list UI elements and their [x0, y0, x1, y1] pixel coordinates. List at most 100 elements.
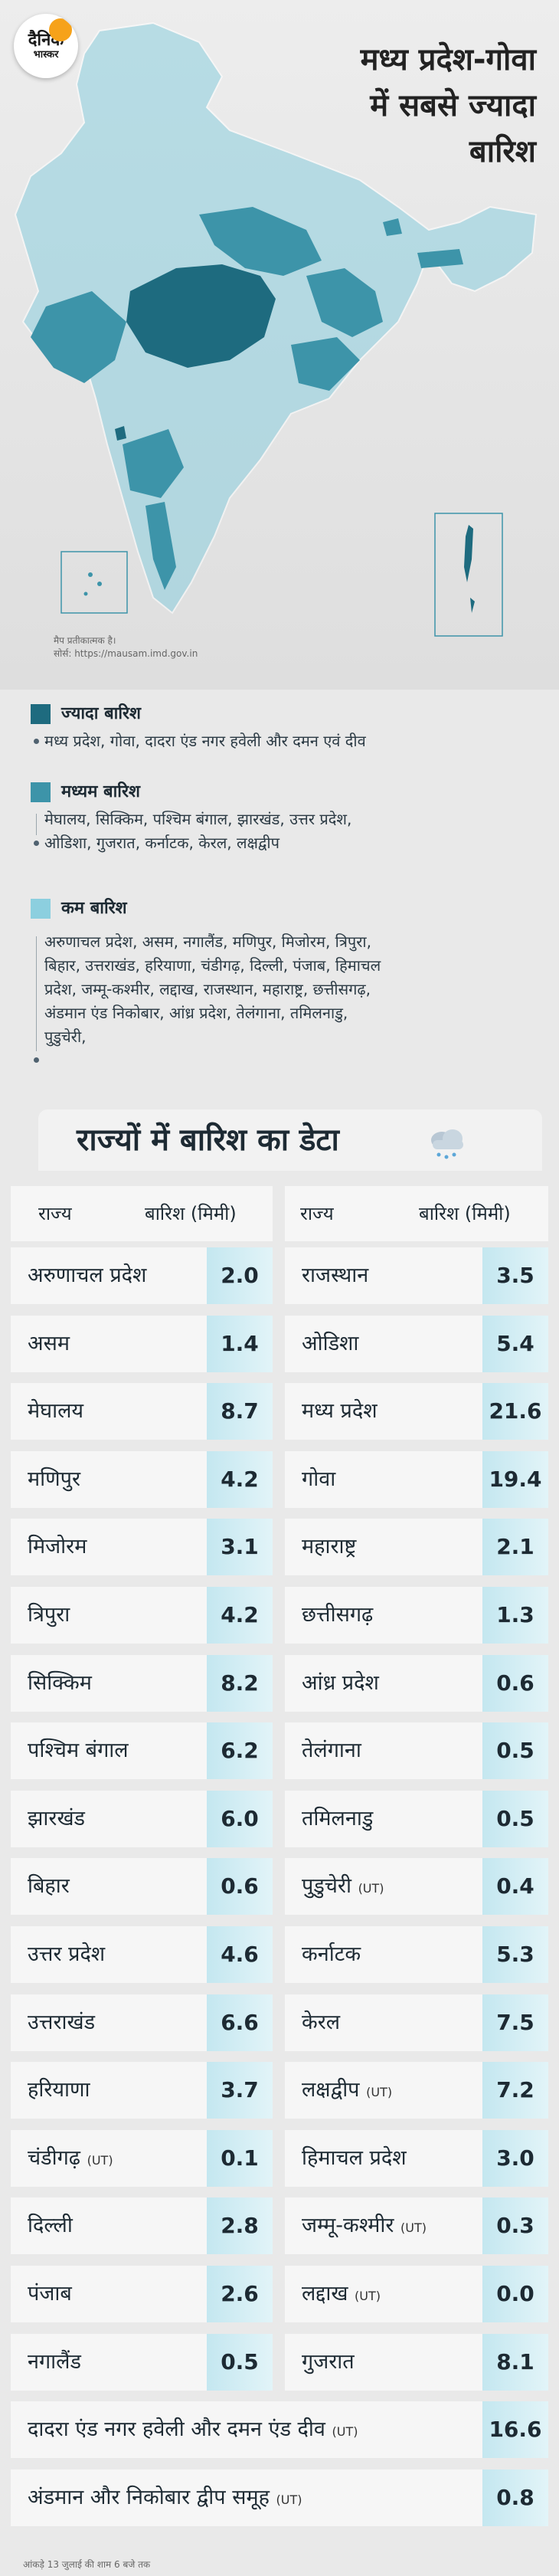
logo-line2: भास्कर [33, 49, 59, 61]
headline-line1: मध्य प्रदेश-गोवा [360, 42, 536, 77]
rain-cloud-icon [431, 1129, 463, 1159]
rainfall-value: 2.0 [207, 1247, 273, 1304]
swatch-medium [31, 782, 51, 802]
legend-text-high: मध्य प्रदेश, गोवा, दादरा एंड नगर हवेली औ… [44, 732, 366, 750]
table-row: बिहार 0.6 [11, 1858, 273, 1916]
region-meghalaya [417, 249, 463, 268]
rainfall-value: 4.2 [207, 1450, 273, 1508]
state-name: अंडमान और निकोबार द्वीप समूह (UT) [28, 2469, 302, 2528]
region-gujarat [31, 291, 126, 383]
region-odisha [291, 337, 360, 391]
state-name-text: उत्तर प्रदेश [28, 1942, 106, 1966]
state-name-text: पश्चिम बंगाल [28, 1739, 129, 1763]
col-state-header: राज्य [38, 1203, 72, 1224]
state-name-text: अरुणाचल प्रदेश [28, 1263, 147, 1287]
state-name: बिहार [28, 1858, 70, 1915]
state-name: पुडुचेरी (UT) [302, 1858, 384, 1917]
india-map [14, 21, 538, 637]
table-row: मध्य प्रदेश 21.6 [285, 1383, 548, 1440]
sun-icon [49, 18, 72, 41]
state-name-text: दादरा एंड नगर हवेली और दमन एंड दीव [28, 2417, 325, 2442]
state-name-text: सिक्किम [28, 1670, 92, 1695]
table-row: उत्तर प्रदेश 4.6 [11, 1926, 273, 1983]
state-name: गुजरात [302, 2334, 355, 2391]
region-kerala [145, 502, 176, 590]
rainfall-value: 4.2 [207, 1587, 273, 1644]
state-name-text: पंजाब [28, 2282, 72, 2306]
table-row: पंजाब 2.6 [11, 2266, 273, 2322]
table-row: नगालैंड 0.5 [11, 2333, 273, 2391]
state-name: झारखंड [28, 1791, 85, 1847]
state-name-text: ओडिशा [302, 1331, 359, 1355]
headline-line3: बारिश [469, 134, 536, 169]
rainfall-value: 0.4 [482, 1858, 548, 1916]
table-row: मेघालय 8.7 [11, 1383, 273, 1440]
headline-line2: में सबसे ज्यादा [370, 88, 536, 123]
state-name: मिजोरम [28, 1519, 87, 1575]
table-row: राजस्थान 3.5 [285, 1247, 548, 1304]
bullet-dot [34, 739, 39, 744]
table-row: झारखंड 6.0 [11, 1790, 273, 1847]
table-row: असम 1.4 [11, 1315, 273, 1372]
rainfall-value: 0.6 [207, 1858, 273, 1916]
bullet-line [36, 936, 37, 1051]
state-name-text: हिमाचल प्रदेश [302, 2145, 407, 2170]
rainfall-value: 3.7 [207, 2062, 273, 2119]
rainfall-value: 0.8 [482, 2469, 548, 2526]
legend-title-high: ज्यादा बारिश [61, 704, 141, 723]
state-name-text: छत्तीसगढ़ [302, 1603, 374, 1627]
table-row: सिक्किम 8.2 [11, 1654, 273, 1712]
region-uttar-pradesh [199, 207, 322, 276]
state-name-text: असम [28, 1331, 70, 1355]
bullet-dot [34, 1057, 39, 1063]
rainfall-value: 2.6 [207, 2266, 273, 2322]
legend-text-low-4: अंडमान एंड निकोबार, आंध्र प्रदेश, तेलंगा… [44, 1004, 348, 1022]
table-row: ओडिशा 5.4 [285, 1315, 548, 1372]
state-name-text: जम्मू-कश्मीर [302, 2214, 394, 2238]
footer-note: आंकड़े 13 जुलाई की शाम 6 बजे तक [23, 2559, 151, 2570]
state-name: पंजाब [28, 2266, 72, 2322]
state-name-text: मणिपुर [28, 1467, 81, 1491]
andaman-islands [464, 525, 475, 613]
rainfall-value: 2.1 [482, 1519, 548, 1576]
table-row: अरुणाचल प्रदेश 2.0 [11, 1247, 273, 1304]
state-name-text: पुडुचेरी [302, 1874, 351, 1899]
ut-label: (UT) [276, 2492, 302, 2507]
state-name: त्रिपुरा [28, 1587, 70, 1644]
table-row: गुजरात 8.1 [285, 2333, 548, 2391]
table-row: कर्नाटक 5.3 [285, 1926, 548, 1983]
state-name-text: नगालैंड [28, 2349, 81, 2374]
legend-text-low-2: बिहार, उत्तराखंड, हरियाणा, चंडीगढ़, दिल्… [44, 956, 381, 975]
state-name-text: चंडीगढ़ [28, 2145, 80, 2170]
legend-text-low-3: प्रदेश, जम्मू-कश्मीर, लद्दाख, राजस्थान, … [44, 980, 371, 998]
col-rain-header: बारिश (मिमी) [419, 1203, 511, 1224]
rainfall-value: 0.1 [207, 2129, 273, 2187]
legend-text-low-1: अरुणाचल प्रदेश, असम, नगालैंड, मणिपुर, मि… [44, 932, 371, 951]
rainfall-value: 5.3 [482, 1926, 548, 1983]
legend-text-medium-2: ओडिशा, गुजरात, कर्नाटक, केरल, लक्षद्वीप [44, 834, 280, 852]
col-state-header: राज्य [300, 1203, 334, 1224]
rainfall-value: 8.7 [207, 1383, 273, 1440]
rainfall-value: 3.1 [207, 1519, 273, 1576]
map-source: सोर्स: https://mausam.imd.gov.in [54, 648, 198, 659]
table-row: त्रिपुरा 4.2 [11, 1587, 273, 1644]
state-name: तमिलनाडु [302, 1791, 373, 1847]
state-name-text: मध्य प्रदेश [302, 1399, 378, 1424]
state-name: छत्तीसगढ़ [302, 1587, 373, 1644]
rainfall-value: 16.6 [482, 2401, 548, 2459]
rainfall-value: 2.8 [207, 2197, 273, 2255]
rainfall-value: 0.0 [482, 2266, 548, 2322]
swatch-low [31, 899, 51, 919]
rainfall-value: 8.1 [482, 2333, 548, 2391]
state-name: केरल [302, 1994, 340, 2051]
table-row: लक्षद्वीप (UT) 7.2 [285, 2062, 548, 2119]
table-row: पुडुचेरी (UT) 0.4 [285, 1858, 548, 1917]
table-row: हरियाणा 3.7 [11, 2062, 273, 2119]
table-row: चंडीगढ़ (UT) 0.1 [11, 2129, 273, 2187]
table-row: लद्दाख (UT) 0.0 [285, 2266, 548, 2322]
rainfall-value: 3.0 [482, 2129, 548, 2187]
region-sikkim [383, 218, 402, 236]
table-row: महाराष्ट्र 2.1 [285, 1519, 548, 1576]
state-name: तेलंगाना [302, 1722, 361, 1779]
column-header-right: राज्य बारिश (मिमी) [285, 1186, 548, 1241]
